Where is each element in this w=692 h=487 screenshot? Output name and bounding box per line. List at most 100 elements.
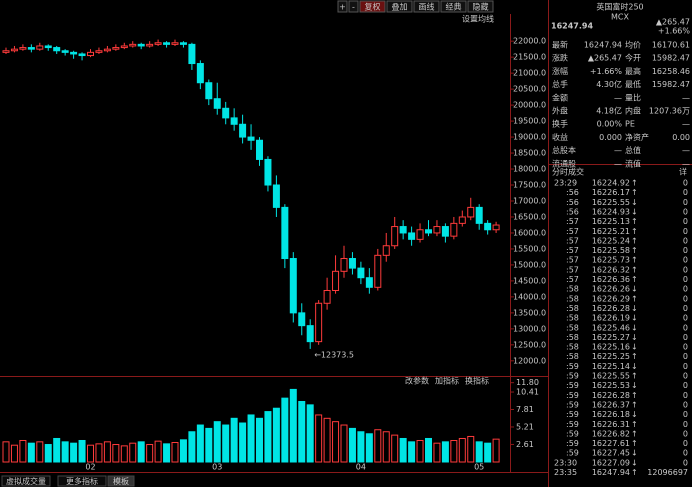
volume-bar	[298, 401, 306, 463]
quote-label: 总手	[552, 79, 568, 89]
tick-direction: ↑	[631, 275, 638, 284]
quote-label: 流通股	[552, 158, 576, 168]
candle-body	[163, 42, 171, 45]
volume-bar	[179, 439, 187, 463]
tick-direction: ↑	[631, 468, 638, 477]
quote-value: 16258.46	[652, 67, 690, 76]
tick-volume: 0	[683, 458, 688, 467]
candle-body	[450, 222, 458, 237]
quote-label: 最高	[625, 66, 641, 76]
indicator-button[interactable]: 改参数	[405, 376, 429, 386]
y-tick-label: 20000.0	[513, 101, 546, 110]
tick-direction: ↑	[631, 429, 638, 438]
tick-direction: ↑	[631, 265, 638, 274]
x-tick-label: 03	[212, 463, 222, 472]
tick-volume: 0	[683, 179, 688, 188]
tab-label[interactable]: 模板	[113, 476, 129, 486]
volume-bar	[289, 388, 297, 463]
quote-value: —	[682, 159, 690, 168]
tick-direction: ↓	[631, 362, 638, 371]
candle-body	[70, 51, 78, 55]
tab[interactable]	[57, 475, 107, 487]
y-tick-label: 15500.0	[513, 244, 546, 253]
toolbar-label[interactable]: 叠加	[392, 2, 408, 12]
tick-price: 16247.94	[592, 468, 630, 477]
toolbar-label[interactable]: 画线	[419, 2, 435, 12]
tick-time: :59	[566, 400, 579, 409]
tab[interactable]	[107, 475, 135, 487]
quote-value: 15982.47	[652, 80, 690, 89]
volume-bar	[374, 429, 382, 463]
volume-bar	[348, 427, 356, 463]
ma-setting[interactable]: 设置均线	[462, 14, 494, 24]
tick-time: 23:35	[554, 468, 577, 477]
volume-bar	[323, 417, 331, 463]
tick-time: 23:29	[554, 179, 577, 188]
quote-value: —	[614, 159, 622, 168]
ticks-title: 分时成交	[552, 167, 584, 177]
quote-label: 流值	[625, 158, 641, 168]
volume-bar	[137, 441, 145, 463]
tick-price: 16225.21	[592, 227, 630, 236]
toolbar-label[interactable]: 经典	[446, 2, 462, 12]
volume-bar	[416, 439, 424, 463]
toolbar-button[interactable]	[359, 0, 386, 13]
candle-body	[129, 43, 137, 47]
candle-body	[340, 258, 348, 272]
tick-time: :56	[566, 198, 579, 207]
tick-direction: ↑	[631, 227, 638, 236]
quote-label: 最新	[552, 40, 568, 50]
volume-bar	[112, 444, 120, 463]
change-pct: +1.66%	[658, 27, 691, 36]
tick-time: :59	[566, 372, 579, 381]
toolbar-button[interactable]	[413, 0, 440, 13]
tick-time: :58	[566, 352, 579, 361]
ticks-detail[interactable]: 详	[679, 167, 687, 177]
candle-body	[357, 267, 365, 279]
tick-time: :59	[566, 449, 579, 458]
volume-bar	[87, 444, 94, 463]
tick-volume: 0	[683, 372, 688, 381]
tick-price: 16225.53	[592, 381, 630, 390]
tick-volume: 0	[683, 343, 688, 352]
tick-volume: 12096697	[647, 468, 688, 477]
toolbar-label[interactable]: -	[352, 3, 355, 12]
volume-bar	[196, 424, 204, 463]
indicator-button[interactable]: 加指标	[435, 376, 459, 386]
quote-value: 15982.47	[652, 54, 690, 63]
tick-direction: ↑	[631, 256, 638, 265]
volume-bar	[188, 431, 196, 463]
tick-direction: ↓	[631, 381, 638, 390]
candle-body	[441, 226, 449, 237]
volume-bar	[492, 438, 500, 463]
tick-price: 16226.28	[592, 391, 630, 400]
volume-bar	[171, 442, 179, 463]
toolbar-button[interactable]	[386, 0, 413, 13]
indicator-button[interactable]: 换指标	[465, 376, 489, 386]
volume-bar	[357, 431, 365, 463]
toolbar-button[interactable]	[348, 0, 359, 13]
tab-label[interactable]: 更多指标	[66, 476, 98, 486]
candle-body	[205, 82, 213, 100]
tab-label[interactable]: 虚拟成交量	[6, 476, 46, 486]
candle-body	[137, 43, 145, 47]
tab[interactable]	[1, 475, 51, 487]
toolbar-button[interactable]	[467, 0, 494, 13]
toolbar-label[interactable]: 复权	[365, 2, 381, 12]
toolbar-label[interactable]: +	[339, 3, 346, 12]
volume-bar	[467, 435, 475, 463]
tick-price: 16225.25	[592, 352, 630, 361]
tick-direction: ↑	[631, 188, 638, 197]
volume-bar	[340, 424, 348, 463]
quote-label: 净资产	[625, 132, 649, 142]
candle-body	[27, 47, 35, 50]
toolbar-label[interactable]: 隐藏	[473, 2, 489, 12]
y-tick-label: 12000.0	[513, 356, 546, 365]
candle-body	[146, 43, 154, 47]
candle-body	[179, 42, 187, 45]
tick-volume: 0	[683, 429, 688, 438]
quote-label: PE	[625, 120, 635, 129]
toolbar-button[interactable]	[337, 0, 348, 13]
toolbar-button[interactable]	[440, 0, 467, 13]
y-tick-label: 16500.0	[513, 212, 546, 221]
